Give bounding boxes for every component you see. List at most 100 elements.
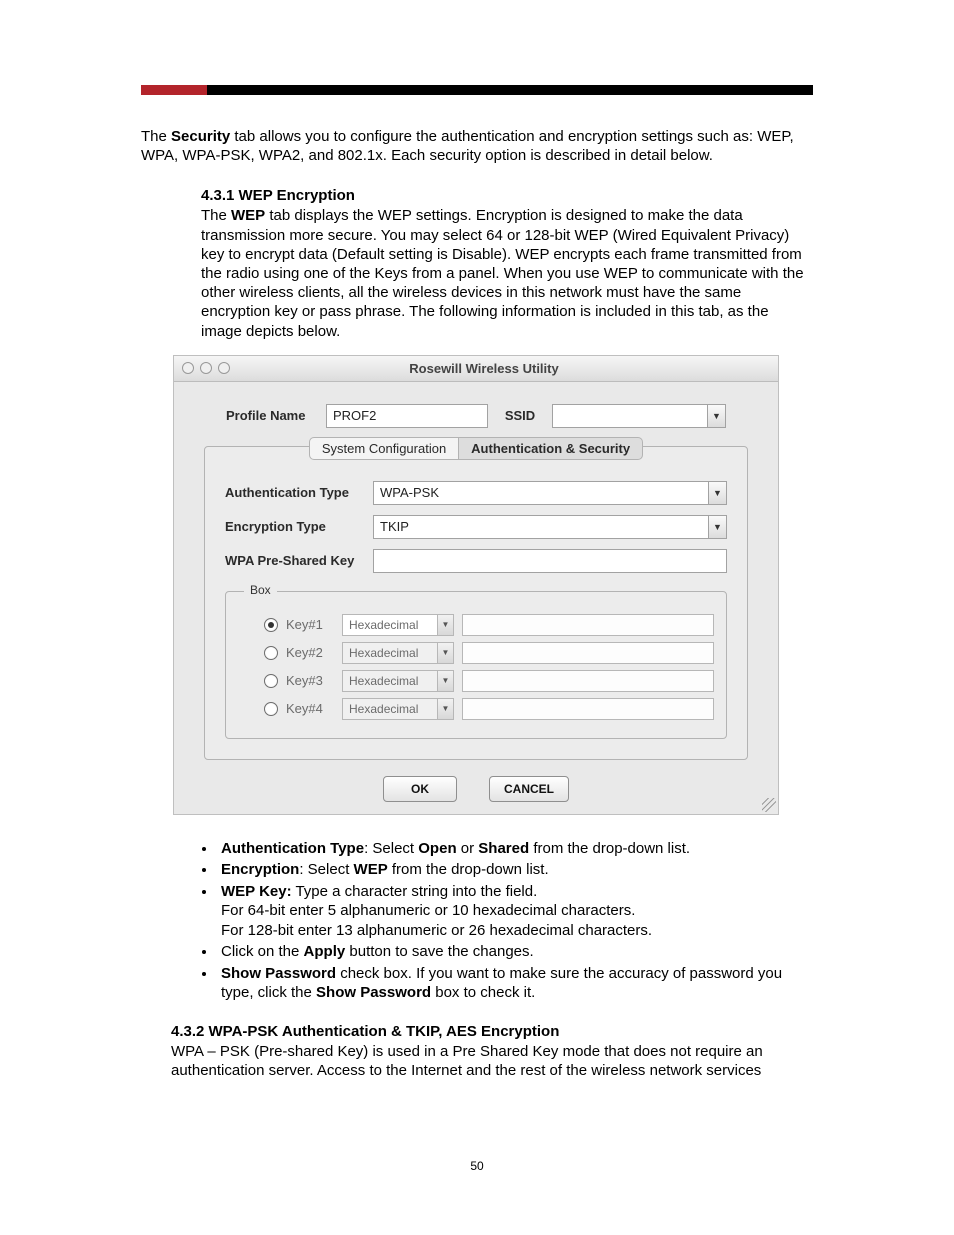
intro-bold: Security [171, 128, 230, 145]
key4-format-select[interactable]: Hexadecimal ▼ [342, 698, 454, 720]
b5-bold2: Show Password [316, 984, 431, 1001]
chevron-down-icon: ▼ [708, 482, 726, 504]
enc-type-row: Encryption Type TKIP ▼ [225, 515, 727, 539]
b4-end: button to save the changes. [345, 943, 533, 960]
psk-input[interactable] [373, 549, 727, 573]
key3-radio[interactable] [264, 674, 278, 688]
psk-label: WPA Pre-Shared Key [225, 553, 373, 568]
key-row-4: Key#4 Hexadecimal ▼ [264, 698, 714, 720]
tab-authentication-security[interactable]: Authentication & Security [459, 437, 643, 460]
key3-input[interactable] [462, 670, 714, 692]
auth-type-value: WPA-PSK [374, 482, 708, 504]
window-titlebar: Rosewill Wireless Utility [174, 356, 778, 382]
page-content: The Security tab allows you to configure… [141, 127, 813, 1080]
b3-l2: For 64-bit enter 5 alphanumeric or 10 he… [221, 902, 635, 919]
b1-bold2: Open [418, 840, 456, 857]
window-title: Rosewill Wireless Utility [198, 361, 770, 376]
psk-row: WPA Pre-Shared Key [225, 549, 727, 573]
b1-mid: : Select [364, 840, 418, 857]
chevron-down-icon: ▼ [437, 643, 453, 663]
key-box: Box Key#1 Hexadecimal ▼ Key#2 [225, 591, 727, 739]
enc-type-value: TKIP [374, 516, 708, 538]
p431-prefix: The [201, 207, 231, 224]
key4-label: Key#4 [286, 701, 334, 716]
key4-format-value: Hexadecimal [343, 699, 437, 719]
app-screenshot: Rosewill Wireless Utility Profile Name P… [173, 355, 779, 815]
section-431: 4.3.1 WEP Encryption The WEP tab display… [201, 187, 809, 340]
bullet-auth-type: Authentication Type: Select Open or Shar… [217, 839, 813, 859]
key1-input[interactable] [462, 614, 714, 636]
key1-radio[interactable] [264, 618, 278, 632]
key3-format-select[interactable]: Hexadecimal ▼ [342, 670, 454, 692]
profile-row: Profile Name PROF2 SSID ▼ [226, 404, 726, 428]
enc-type-label: Encryption Type [225, 519, 373, 534]
b2-bold2: WEP [354, 861, 388, 878]
bullet-encryption: Encryption: Select WEP from the drop-dow… [217, 860, 813, 880]
key4-input[interactable] [462, 698, 714, 720]
key4-radio[interactable] [264, 702, 278, 716]
section-432-para: WPA – PSK (Pre-shared Key) is used in a … [171, 1042, 809, 1080]
ssid-value [553, 405, 707, 427]
b5-bold: Show Password [221, 965, 336, 982]
close-icon[interactable] [182, 362, 194, 374]
bullet-list: Authentication Type: Select Open or Shar… [141, 839, 813, 1003]
key3-label: Key#3 [286, 673, 334, 688]
intro-rest: tab allows you to configure the authenti… [141, 128, 794, 164]
header-rule-red [141, 85, 207, 95]
intro-paragraph: The Security tab allows you to configure… [141, 127, 813, 165]
tab-labels: System Configuration Authentication & Se… [205, 437, 747, 460]
b1-bold3: Shared [478, 840, 529, 857]
cancel-button[interactable]: CANCEL [489, 776, 569, 802]
enc-type-select[interactable]: TKIP ▼ [373, 515, 727, 539]
p431-bold: WEP [231, 207, 265, 224]
b1-end: from the drop-down list. [529, 840, 690, 857]
auth-type-label: Authentication Type [225, 485, 373, 500]
key2-format-value: Hexadecimal [343, 643, 437, 663]
b2-mid: : Select [299, 861, 353, 878]
bullet-wep-key: WEP Key: Type a character string into th… [217, 882, 813, 941]
profile-name-input[interactable]: PROF2 [326, 404, 488, 428]
section-431-heading: 4.3.1 WEP Encryption [201, 187, 809, 204]
ok-button[interactable]: OK [383, 776, 457, 802]
b5-end: box to check it. [431, 984, 535, 1001]
p431-rest: tab displays the WEP settings. Encryptio… [201, 207, 804, 339]
key-row-2: Key#2 Hexadecimal ▼ [264, 642, 714, 664]
key2-format-select[interactable]: Hexadecimal ▼ [342, 642, 454, 664]
auth-type-select[interactable]: WPA-PSK ▼ [373, 481, 727, 505]
chevron-down-icon: ▼ [707, 405, 725, 427]
intro-prefix: The [141, 128, 171, 145]
key1-label: Key#1 [286, 617, 334, 632]
key3-format-value: Hexadecimal [343, 671, 437, 691]
b1-mid2: or [457, 840, 479, 857]
b3-bold: WEP Key: [221, 883, 292, 900]
bullet-show-password: Show Password check box. If you want to … [217, 964, 813, 1003]
auth-type-row: Authentication Type WPA-PSK ▼ [225, 481, 727, 505]
b2-end: from the drop-down list. [388, 861, 549, 878]
chevron-down-icon: ▼ [437, 699, 453, 719]
app-body: Profile Name PROF2 SSID ▼ System Configu… [174, 382, 778, 814]
key-box-title: Box [244, 583, 277, 597]
key-row-3: Key#3 Hexadecimal ▼ [264, 670, 714, 692]
chevron-down-icon: ▼ [437, 615, 453, 635]
section-431-para: The WEP tab displays the WEP settings. E… [201, 206, 809, 340]
ssid-label: SSID [496, 408, 544, 423]
key1-format-value: Hexadecimal [343, 615, 437, 635]
b3-l3: For 128-bit enter 13 alphanumeric or 26 … [221, 922, 652, 939]
key2-radio[interactable] [264, 646, 278, 660]
page-number: 50 [0, 1159, 954, 1173]
profile-name-value: PROF2 [333, 408, 376, 423]
key2-input[interactable] [462, 642, 714, 664]
tab-system-configuration[interactable]: System Configuration [309, 437, 459, 460]
bullet-apply: Click on the Apply button to save the ch… [217, 942, 813, 962]
chevron-down-icon: ▼ [708, 516, 726, 538]
b4-bold: Apply [304, 943, 346, 960]
key-row-1: Key#1 Hexadecimal ▼ [264, 614, 714, 636]
key1-format-select[interactable]: Hexadecimal ▼ [342, 614, 454, 636]
resize-grip-icon[interactable] [762, 798, 776, 812]
key2-label: Key#2 [286, 645, 334, 660]
section-432-heading: 4.3.2 WPA-PSK Authentication & TKIP, AES… [171, 1023, 809, 1040]
header-rule-black [141, 85, 813, 95]
dialog-buttons: OK CANCEL [204, 776, 748, 802]
b1-bold: Authentication Type [221, 840, 364, 857]
ssid-select[interactable]: ▼ [552, 404, 726, 428]
